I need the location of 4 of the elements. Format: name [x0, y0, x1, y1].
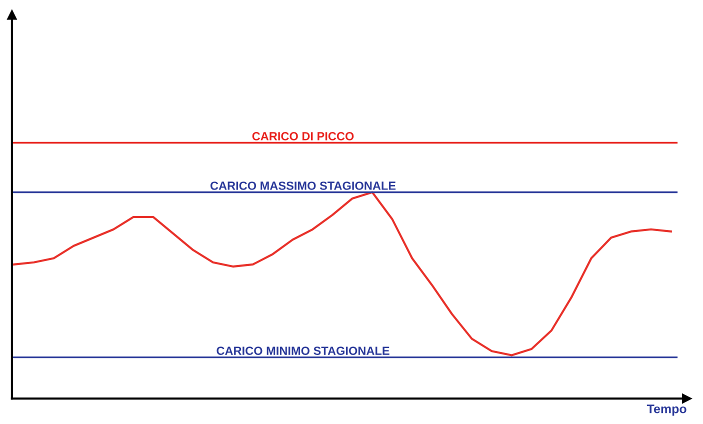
x-axis-title: Tempo	[646, 404, 686, 416]
ref-line-label: CARICO DI PICCO	[252, 132, 354, 140]
ref-line-label: CARICO MASSIMO STAGIONALE	[210, 182, 396, 190]
ref-line-label: CARICO MINIMO STAGIONALE	[216, 346, 390, 355]
